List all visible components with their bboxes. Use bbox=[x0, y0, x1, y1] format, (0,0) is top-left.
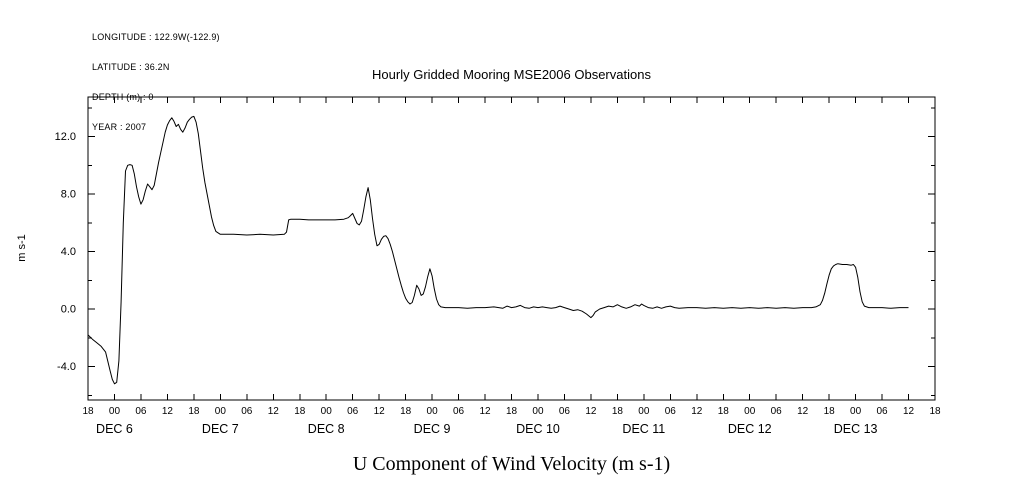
x-tick-label: 00 bbox=[638, 406, 650, 417]
y-axis-label: m s-1 bbox=[16, 234, 28, 262]
x-tick-label: 18 bbox=[718, 406, 730, 417]
x-tick-label: 12 bbox=[691, 406, 703, 417]
y-tick-label: -4.0 bbox=[57, 361, 76, 373]
x-tick-label: 00 bbox=[532, 406, 544, 417]
x-tick-label: 18 bbox=[294, 406, 306, 417]
x-day-label: DEC 8 bbox=[308, 422, 345, 436]
x-tick-label: 06 bbox=[241, 406, 253, 417]
x-tick-label: 06 bbox=[559, 406, 571, 417]
x-tick-label: 12 bbox=[479, 406, 491, 417]
wind-velocity-line bbox=[87, 115, 909, 385]
x-axis-title: U Component of Wind Velocity (m s-1) bbox=[352, 453, 671, 475]
y-tick-label: 4.0 bbox=[61, 246, 76, 258]
x-tick-label: 06 bbox=[665, 406, 677, 417]
x-tick-label: 00 bbox=[427, 406, 439, 417]
x-tick-label: 00 bbox=[850, 406, 862, 417]
metadata-longitude: LONGITUDE : 122.9W(-122.9) bbox=[92, 32, 220, 42]
y-tick-label: 12.0 bbox=[55, 131, 76, 143]
x-tick-label: 18 bbox=[612, 406, 624, 417]
x-tick-label: 18 bbox=[82, 406, 94, 417]
x-day-label: DEC 11 bbox=[622, 422, 665, 436]
x-tick-label: 06 bbox=[347, 406, 359, 417]
x-tick-label: 12 bbox=[903, 406, 915, 417]
x-day-label: DEC 9 bbox=[414, 422, 451, 436]
x-tick-label: 18 bbox=[929, 406, 941, 417]
x-tick-label: 00 bbox=[109, 406, 121, 417]
x-day-label: DEC 12 bbox=[728, 422, 772, 436]
chart-title: Hourly Gridded Mooring MSE2006 Observati… bbox=[372, 67, 651, 82]
metadata-year: YEAR : 2007 bbox=[92, 122, 147, 132]
x-tick-label: 00 bbox=[744, 406, 756, 417]
x-tick-label: 06 bbox=[771, 406, 783, 417]
x-tick-label: 18 bbox=[188, 406, 200, 417]
x-tick-label: 12 bbox=[585, 406, 597, 417]
x-day-label: DEC 6 bbox=[96, 422, 133, 436]
x-tick-label: 06 bbox=[877, 406, 889, 417]
x-tick-label: 12 bbox=[268, 406, 280, 417]
y-tick-label: 0.0 bbox=[61, 304, 76, 316]
x-tick-label: 18 bbox=[506, 406, 518, 417]
y-tick-label: 8.0 bbox=[61, 189, 76, 201]
x-day-label: DEC 10 bbox=[516, 422, 560, 436]
x-tick-label: 18 bbox=[824, 406, 836, 417]
x-tick-label: 00 bbox=[215, 406, 227, 417]
x-tick-label: 18 bbox=[400, 406, 412, 417]
x-tick-label: 12 bbox=[162, 406, 174, 417]
x-day-label: DEC 7 bbox=[202, 422, 239, 436]
x-tick-label: 12 bbox=[374, 406, 386, 417]
x-day-label: DEC 13 bbox=[834, 422, 878, 436]
metadata-latitude: LATITUDE : 36.2N bbox=[92, 62, 170, 72]
x-tick-label: 06 bbox=[135, 406, 147, 417]
x-tick-label: 00 bbox=[321, 406, 333, 417]
x-tick-label: 12 bbox=[797, 406, 809, 417]
plot-border bbox=[87, 96, 936, 401]
x-tick-label: 06 bbox=[453, 406, 465, 417]
